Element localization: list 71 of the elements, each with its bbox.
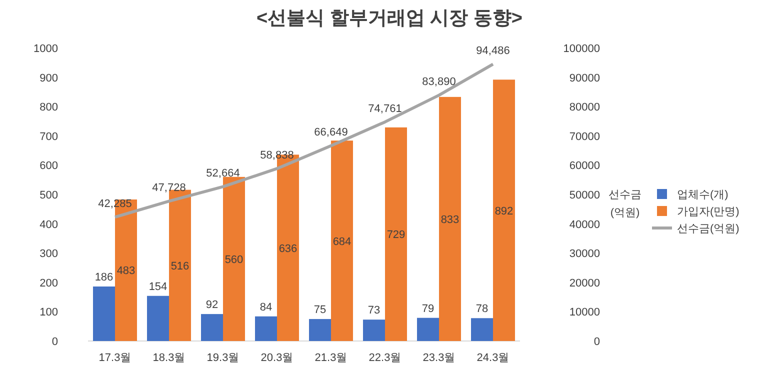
bar [309,319,331,341]
y-tick-label: 1000 [34,43,58,55]
data-label: 516 [170,260,190,272]
data-label: 154 [148,280,168,293]
y2-tick-label: 40000 [569,218,600,231]
bar [493,80,515,341]
bar [93,286,115,341]
bar [363,320,385,341]
data-label: 75 [314,304,326,316]
bar [223,176,245,341]
data-label: 79 [422,302,434,315]
y-tick-label: 300 [40,248,58,260]
legend-label: 선수금(억원) [677,223,740,235]
x-tick-label: 19.3월 [206,352,240,364]
data-label: 833 [440,214,460,226]
data-label: 483 [116,265,136,278]
data-label: 47,728 [152,182,186,194]
x-tick-label: 17.3월 [98,352,132,364]
data-label: 78 [476,303,488,316]
data-label: 94,486 [476,45,510,58]
y2-tick-label: 10000 [569,306,600,319]
data-label: 729 [386,229,406,242]
x-tick-label: 23.3월 [422,352,456,364]
y2-tick-label: 50000 [569,190,600,202]
bar [201,314,223,341]
y2-tick-label: 70000 [569,130,600,143]
y2-tick-label: 100000 [563,43,600,55]
x-tick-label: 24.3월 [476,352,510,364]
x-tick-label: 22.3월 [368,352,402,364]
bar [471,318,493,341]
data-label: 83,890 [422,76,456,88]
bar [439,96,461,341]
y-tick-label: 500 [40,190,58,202]
y-tick-label: 100 [40,306,58,319]
data-label: 52,664 [206,168,240,180]
data-label: 684 [332,236,352,248]
data-label: 84 [260,301,272,314]
data-label: 560 [224,254,244,266]
bar [385,127,407,341]
bar [331,140,353,341]
bar [255,316,277,341]
y2-tick-label: 20000 [569,277,600,290]
y-tick-label: 900 [40,72,58,84]
y-tick-label: 600 [40,160,58,172]
y-tick-label: 200 [40,277,58,290]
title: <선불식 할부거래업 시장 동향> [256,8,523,29]
data-label: 73 [368,304,380,317]
y-tick-label: 700 [40,130,58,143]
x-tick-label: 20.3월 [260,352,294,364]
x-tick-label: 21.3월 [314,352,348,364]
data-label: 66,649 [314,126,348,139]
y2-tick-label: 30000 [569,248,600,260]
y2label: 선수금 (억원) [608,189,642,219]
data-label: 58,838 [260,150,294,162]
legend-label: 업체수(개) [677,189,728,201]
y2-tick-label: 90000 [569,72,600,84]
y-tick-label: 0 [52,336,58,348]
bar [417,318,439,341]
y-tick-label: 800 [40,102,58,114]
legend-label: 가입자(만명) [677,206,740,218]
y2-tick-label: 0 [594,336,600,348]
data-label: 74,761 [368,102,402,115]
data-label: 186 [94,272,114,284]
y2-tick-label: 80000 [569,102,600,114]
y2-tick-label: 60000 [569,160,600,172]
data-label: 92 [206,299,218,312]
bar [147,296,169,341]
x-tick-label: 18.3월 [152,352,186,364]
data-label: 636 [278,242,298,255]
data-label: 892 [494,205,514,218]
y-tick-label: 400 [40,218,58,231]
